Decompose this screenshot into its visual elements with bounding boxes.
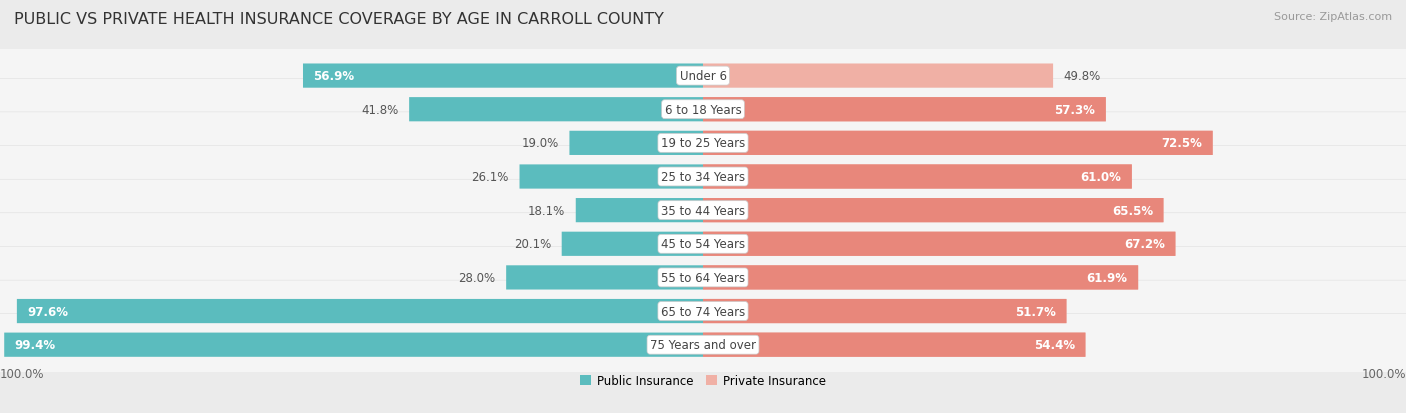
Text: 72.5%: 72.5% [1161, 137, 1202, 150]
FancyBboxPatch shape [506, 266, 703, 290]
FancyBboxPatch shape [0, 81, 1406, 142]
FancyBboxPatch shape [703, 98, 1105, 122]
FancyBboxPatch shape [0, 113, 1406, 174]
FancyBboxPatch shape [703, 266, 1139, 290]
Text: 99.4%: 99.4% [14, 338, 56, 351]
FancyBboxPatch shape [703, 199, 1164, 223]
Text: 67.2%: 67.2% [1123, 238, 1166, 251]
FancyBboxPatch shape [569, 131, 703, 156]
Text: 25 to 34 Years: 25 to 34 Years [661, 171, 745, 183]
FancyBboxPatch shape [576, 199, 703, 223]
Text: 57.3%: 57.3% [1054, 104, 1095, 116]
Text: 41.8%: 41.8% [361, 104, 399, 116]
Text: 97.6%: 97.6% [28, 305, 69, 318]
Text: 51.7%: 51.7% [1015, 305, 1056, 318]
FancyBboxPatch shape [0, 316, 1406, 377]
FancyBboxPatch shape [703, 232, 1175, 256]
FancyBboxPatch shape [562, 232, 703, 256]
Text: 54.4%: 54.4% [1033, 338, 1074, 351]
FancyBboxPatch shape [703, 131, 1212, 156]
FancyBboxPatch shape [0, 249, 1406, 310]
Text: 56.9%: 56.9% [314, 70, 354, 83]
Text: 100.0%: 100.0% [1361, 367, 1406, 380]
Text: 19.0%: 19.0% [522, 137, 560, 150]
Text: 26.1%: 26.1% [471, 171, 509, 183]
Text: 45 to 54 Years: 45 to 54 Years [661, 238, 745, 251]
FancyBboxPatch shape [0, 79, 1406, 141]
Legend: Public Insurance, Private Insurance: Public Insurance, Private Insurance [575, 369, 831, 392]
Text: 65.5%: 65.5% [1112, 204, 1153, 217]
FancyBboxPatch shape [703, 64, 1053, 88]
FancyBboxPatch shape [0, 148, 1406, 210]
Text: 49.8%: 49.8% [1064, 70, 1101, 83]
Text: 75 Years and over: 75 Years and over [650, 338, 756, 351]
FancyBboxPatch shape [0, 214, 1406, 275]
FancyBboxPatch shape [0, 282, 1406, 344]
Text: Under 6: Under 6 [679, 70, 727, 83]
FancyBboxPatch shape [703, 232, 1175, 256]
Text: 20.1%: 20.1% [515, 238, 551, 251]
Text: 61.0%: 61.0% [1080, 171, 1122, 183]
Text: Source: ZipAtlas.com: Source: ZipAtlas.com [1274, 12, 1392, 22]
Text: 28.0%: 28.0% [458, 271, 496, 284]
Text: 100.0%: 100.0% [0, 367, 45, 380]
FancyBboxPatch shape [0, 114, 1406, 176]
Text: 65 to 74 Years: 65 to 74 Years [661, 305, 745, 318]
FancyBboxPatch shape [304, 64, 703, 88]
FancyBboxPatch shape [703, 165, 1132, 189]
FancyBboxPatch shape [17, 299, 703, 323]
FancyBboxPatch shape [0, 181, 1406, 243]
Text: 61.9%: 61.9% [1087, 271, 1128, 284]
FancyBboxPatch shape [409, 98, 703, 122]
FancyBboxPatch shape [0, 47, 1406, 109]
FancyBboxPatch shape [4, 333, 703, 357]
Text: 55 to 64 Years: 55 to 64 Years [661, 271, 745, 284]
FancyBboxPatch shape [0, 45, 1406, 107]
FancyBboxPatch shape [0, 314, 1406, 376]
Text: 35 to 44 Years: 35 to 44 Years [661, 204, 745, 217]
Text: 18.1%: 18.1% [529, 204, 565, 217]
Text: 19 to 25 Years: 19 to 25 Years [661, 137, 745, 150]
FancyBboxPatch shape [703, 98, 1105, 122]
FancyBboxPatch shape [520, 165, 703, 189]
Text: PUBLIC VS PRIVATE HEALTH INSURANCE COVERAGE BY AGE IN CARROLL COUNTY: PUBLIC VS PRIVATE HEALTH INSURANCE COVER… [14, 12, 664, 27]
FancyBboxPatch shape [0, 247, 1406, 309]
FancyBboxPatch shape [703, 333, 1085, 357]
FancyBboxPatch shape [703, 199, 1164, 223]
FancyBboxPatch shape [703, 165, 1132, 189]
FancyBboxPatch shape [0, 146, 1406, 208]
FancyBboxPatch shape [703, 299, 1067, 323]
FancyBboxPatch shape [0, 215, 1406, 277]
FancyBboxPatch shape [0, 180, 1406, 242]
Text: 6 to 18 Years: 6 to 18 Years [665, 104, 741, 116]
FancyBboxPatch shape [703, 266, 1139, 290]
FancyBboxPatch shape [703, 333, 1085, 357]
FancyBboxPatch shape [0, 280, 1406, 342]
FancyBboxPatch shape [703, 299, 1067, 323]
FancyBboxPatch shape [703, 131, 1212, 156]
